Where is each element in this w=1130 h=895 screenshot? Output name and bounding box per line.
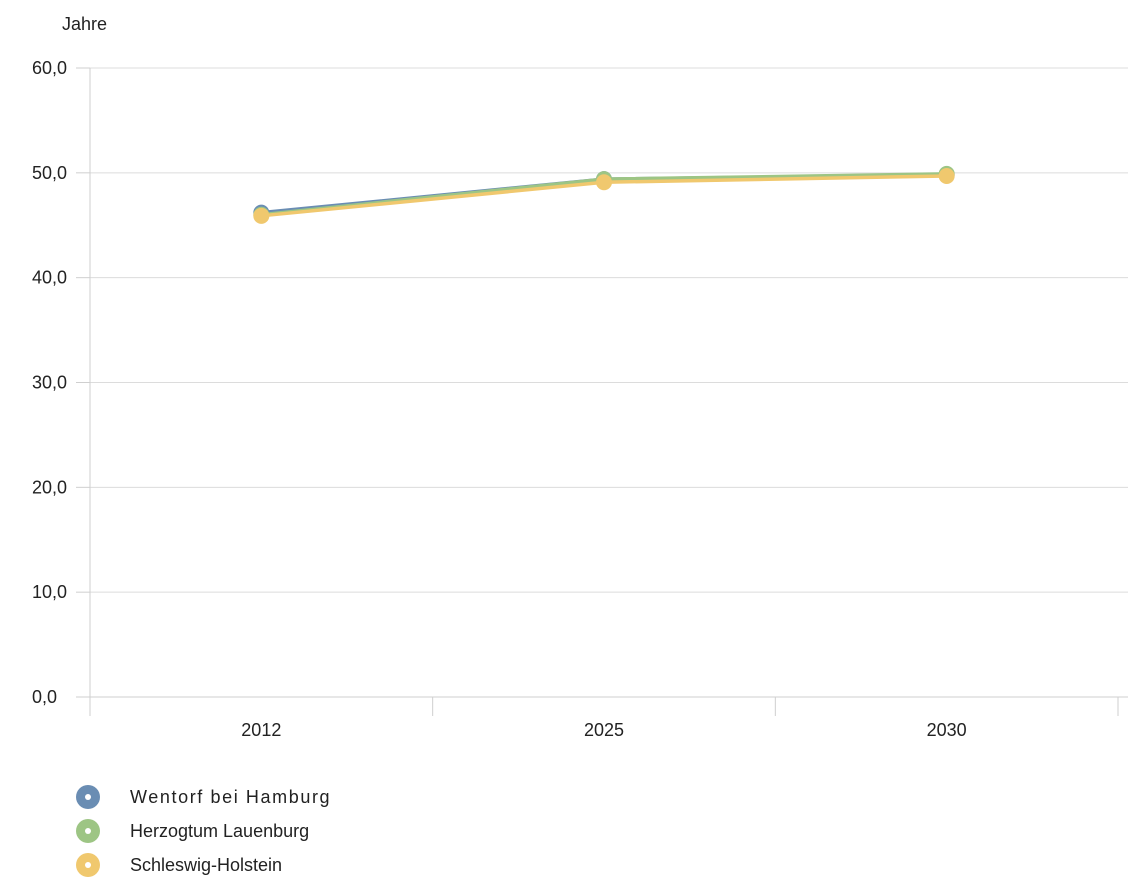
legend-item-wentorf[interactable]: Wentorf bei Hamburg bbox=[76, 780, 331, 814]
data-point bbox=[938, 167, 955, 184]
legend-label: Schleswig-Holstein bbox=[130, 854, 283, 875]
legend-item-schleswig-holstein[interactable]: Schleswig-Holstein bbox=[76, 848, 331, 882]
y-tick-label: 20,0 bbox=[32, 477, 67, 497]
legend: Wentorf bei Hamburg Herzogtum Lauenburg … bbox=[76, 780, 331, 882]
y-tick-label: 60,0 bbox=[32, 58, 67, 78]
gridlines bbox=[90, 67, 1128, 698]
legend-item-herzogtum-lauenburg[interactable]: Herzogtum Lauenburg bbox=[76, 814, 331, 848]
data-point bbox=[253, 207, 270, 224]
y-tick-label: 30,0 bbox=[32, 373, 67, 393]
legend-label: Wentorf bei Hamburg bbox=[130, 786, 332, 807]
legend-marker-icon bbox=[76, 853, 100, 877]
series-2 bbox=[253, 167, 955, 224]
legend-marker-icon bbox=[76, 785, 100, 809]
y-axis-unit-label: Jahre bbox=[62, 14, 107, 34]
legend-marker-icon bbox=[76, 819, 100, 843]
x-tick-label: 2012 bbox=[241, 720, 281, 740]
y-tick-label: 40,0 bbox=[32, 268, 67, 288]
series-layer bbox=[253, 165, 955, 224]
x-tick-label: 2030 bbox=[927, 720, 967, 740]
axes: 0,0 10,0 20,0 30,0 40,0 50,0 60,0 2012 2025 2030 bbox=[32, 58, 1128, 740]
y-tick-label: 10,0 bbox=[32, 582, 67, 602]
data-point bbox=[596, 174, 612, 191]
x-tick-label: 2025 bbox=[584, 720, 624, 740]
legend-label: Herzogtum Lauenburg bbox=[130, 820, 310, 841]
y-tick-label: 50,0 bbox=[32, 163, 67, 183]
y-tick-label: 0,0 bbox=[32, 687, 57, 707]
line-chart: Jahre 0,0 10,0 20,0 30,0 40,0 50,0 60,0 2012 202… bbox=[32, 14, 1128, 740]
